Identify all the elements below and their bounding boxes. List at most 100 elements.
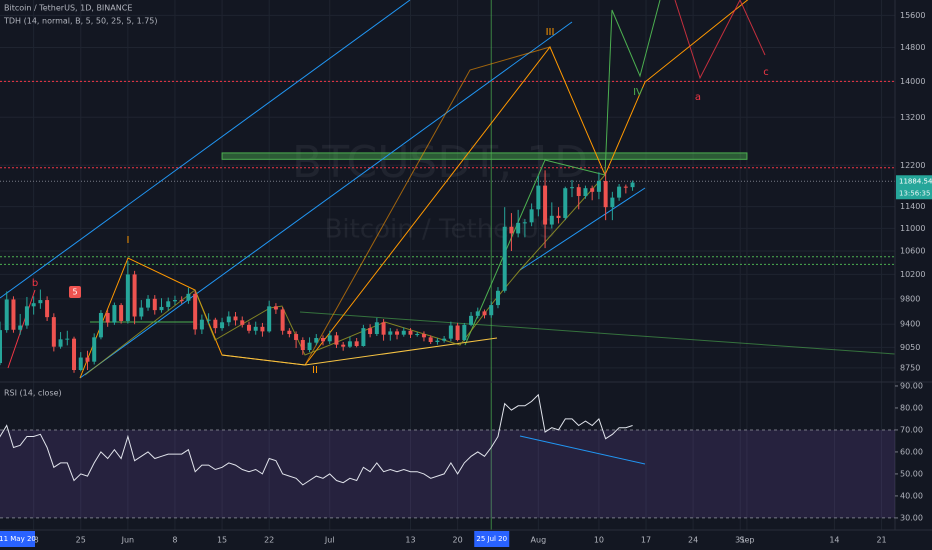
candle-body: [549, 215, 554, 225]
candle-body: [166, 301, 171, 307]
candle-body: [347, 341, 352, 347]
y-tick-label: 11000: [900, 224, 925, 233]
wave-line: [674, 0, 766, 80]
x-tick-label: Sep: [739, 536, 754, 545]
candle-body: [314, 337, 319, 343]
wave-line: [221, 354, 306, 366]
candle-body: [408, 330, 413, 335]
candle-body: [448, 325, 453, 339]
candle-body: [132, 274, 137, 317]
y-tick-label: 14800: [900, 43, 925, 52]
candle-body: [78, 357, 83, 370]
candle-body: [368, 328, 373, 335]
candle-body: [522, 222, 527, 224]
x-tick-label: 15: [217, 536, 227, 545]
x-tick-label: Aug: [531, 536, 547, 545]
candle-body: [395, 331, 400, 335]
candle-body: [98, 312, 103, 338]
candle-body: [556, 215, 561, 218]
candle-body: [475, 311, 480, 316]
candle-body: [38, 300, 43, 304]
candle-body: [199, 319, 204, 330]
y2-tick-label: 90.00: [900, 381, 923, 390]
trend-line: [519, 187, 646, 271]
y-tick-label: 9400: [900, 320, 920, 329]
candle-body: [24, 306, 29, 326]
wave-label: a: [695, 92, 701, 103]
candle-body: [603, 180, 608, 208]
y-tick-label: 15600: [900, 11, 925, 20]
candle-body: [576, 187, 581, 197]
y2-tick-label: 40.00: [900, 491, 923, 500]
candle-body: [4, 299, 9, 331]
y2-tick-label: 50.00: [900, 469, 923, 478]
candle-body: [220, 322, 225, 329]
candle-body: [617, 186, 622, 198]
y-tick-label: 9050: [900, 343, 920, 352]
axes: 15600 14800 14000 13200 12200 11400 11000 10600…: [0, 11, 932, 547]
candle-body: [374, 322, 379, 335]
candle-body: [206, 319, 211, 321]
candle-body: [0, 330, 2, 364]
y-tick-label: 10600: [900, 246, 925, 255]
price-tag-label: 11884.54: [899, 177, 932, 185]
levels: [0, 80, 895, 265]
candle-body: [388, 331, 393, 335]
rsi-band: [0, 429, 895, 518]
wave-line: [464, 0, 661, 346]
y-tick-label: 11400: [900, 202, 925, 211]
trend-line: [299, 311, 896, 355]
x-tick-label: 31: [735, 536, 745, 545]
candle-body: [51, 317, 56, 347]
candle-body: [31, 303, 36, 307]
candle-body: [361, 328, 366, 347]
candle-body: [623, 186, 628, 188]
candle-body: [18, 325, 23, 330]
x-tick-label: Jul: [324, 536, 335, 545]
candle-body: [58, 339, 63, 347]
y2-tick-label: 80.00: [900, 403, 923, 412]
x-tick-highlight: [0, 531, 35, 547]
candle-body: [341, 344, 346, 347]
rsi-line: [0, 393, 633, 486]
wave-labels: b I II III IV a c 5: [32, 27, 769, 376]
candle-body: [421, 334, 426, 338]
candle-body: [469, 315, 474, 325]
candle-body: [213, 319, 218, 329]
candle-body: [516, 222, 521, 234]
watermark: Bitcoin / TetherUS: [325, 215, 556, 245]
x-tick-label: 20: [453, 536, 463, 545]
x-tick-label: 11 May 20: [0, 535, 36, 543]
x-tick-label: 25: [76, 536, 86, 545]
wave-label: IV: [633, 87, 643, 98]
candle-body: [139, 307, 144, 317]
candle-body: [146, 298, 151, 308]
candle-body: [233, 316, 238, 321]
x-tick-label: 8: [172, 536, 177, 545]
candle-body: [300, 339, 305, 351]
candle-body: [105, 312, 110, 323]
candle-body: [543, 185, 548, 225]
zone: [221, 152, 748, 160]
candle-body: [172, 300, 177, 302]
x-tick-label: 17: [641, 536, 651, 545]
candle-body: [354, 341, 359, 347]
candle-body: [273, 306, 278, 310]
x-tick-label: 24: [688, 536, 698, 545]
candle-body: [112, 305, 117, 323]
rsi-pane: [0, 393, 895, 519]
x-tick-label: 25 Jul 20: [476, 535, 507, 543]
y2-tick-label: 30.00: [900, 513, 923, 522]
price-tag: [896, 175, 932, 200]
candle-body: [442, 338, 447, 341]
candle-body: [596, 180, 601, 192]
candle-body: [415, 334, 420, 336]
wave-line: [304, 46, 551, 366]
candle-body: [495, 290, 500, 306]
wave-label: b: [32, 278, 38, 289]
candle-body: [590, 188, 595, 192]
candle-body: [630, 182, 635, 188]
candle-body: [428, 337, 433, 342]
countdown: 13:56:35: [899, 189, 930, 197]
candle-body: [72, 338, 77, 370]
